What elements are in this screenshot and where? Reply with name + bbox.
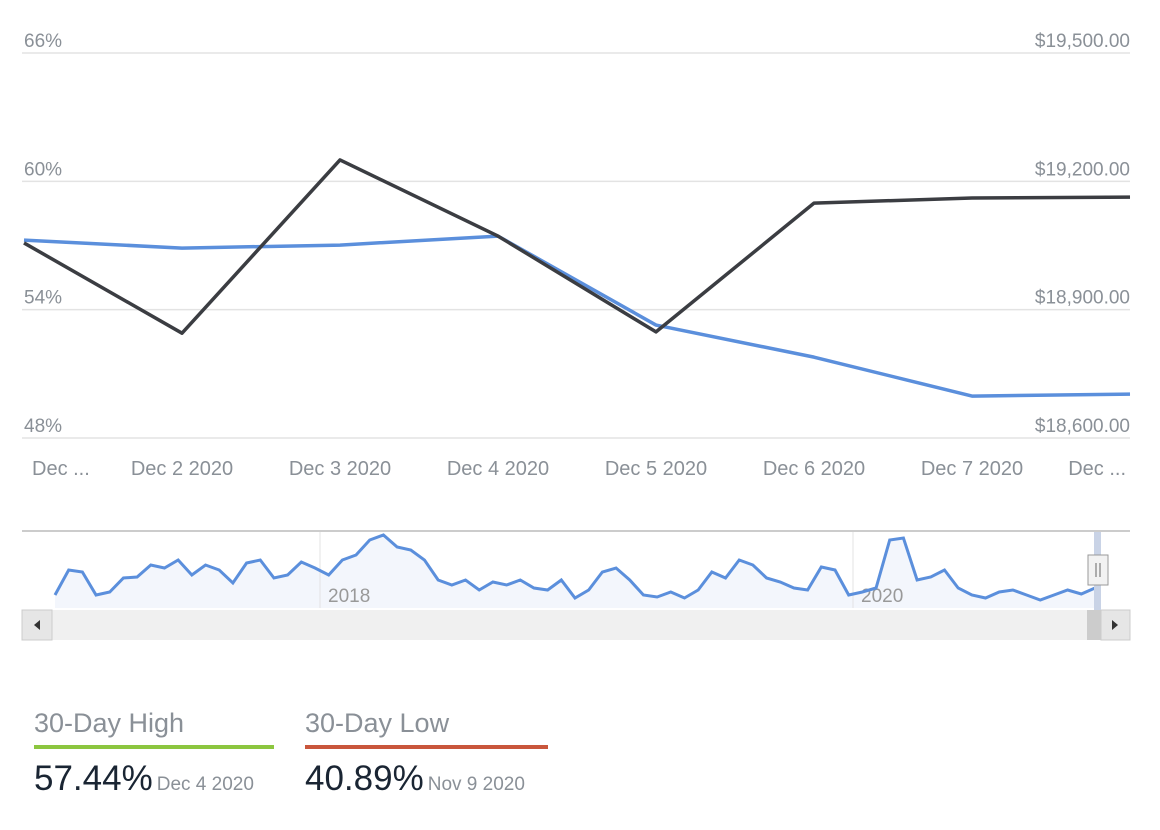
arrow-right-icon <box>1112 620 1118 630</box>
navigator-handle[interactable] <box>1087 554 1109 586</box>
stat-low-bar <box>305 745 548 749</box>
x-axis-tick: Dec ... <box>1068 458 1126 480</box>
right-axis-tick: $18,600.00 <box>1035 416 1130 437</box>
stat-30-day-low: 30-Day Low 40.89% Nov 9 2020 <box>305 708 548 799</box>
navigator[interactable]: 2018 2020 <box>0 520 1160 650</box>
navigator-year-label: 2020 <box>861 586 903 607</box>
stat-label: 30-Day Low <box>305 708 450 738</box>
stat-date: Dec 4 2020 <box>156 774 254 795</box>
navigator-area <box>55 535 1095 608</box>
stat-30-day-high: 30-Day High 57.44% Dec 4 2020 <box>34 708 274 799</box>
stat-value: 57.44% <box>34 759 153 798</box>
x-axis-tick: Dec 2 2020 <box>131 458 233 480</box>
scrollbar-track[interactable] <box>22 610 1130 640</box>
scrollbar-thumb[interactable] <box>1087 610 1101 640</box>
left-axis-tick: 48% <box>24 416 62 437</box>
right-axis-tick: $19,500.00 <box>1035 31 1130 52</box>
stat-label: 30-Day High <box>34 708 185 738</box>
navigator-series <box>53 533 1096 602</box>
x-axis-tick: Dec 5 2020 <box>605 458 707 480</box>
main-chart: 66% $19,500.00 60% $19,200.00 54% $18,900.00 4… <box>22 31 1131 480</box>
series-line-percent[interactable] <box>23 234 1131 398</box>
stat-date: Nov 9 2020 <box>427 774 525 795</box>
x-axis-tick: Dec 3 2020 <box>289 458 391 480</box>
right-axis-tick: $19,200.00 <box>1035 159 1130 180</box>
right-axis-tick: $18,900.00 <box>1035 288 1130 309</box>
stat-high-bar <box>34 745 274 749</box>
left-axis-tick: 54% <box>24 288 62 309</box>
navigator-year-label: 2018 <box>328 586 370 607</box>
left-axis-tick: 66% <box>24 31 62 52</box>
left-axis-tick: 60% <box>24 159 62 180</box>
x-axis-tick: Dec 6 2020 <box>763 458 865 480</box>
arrow-left-icon <box>34 620 40 630</box>
x-axis-tick: Dec ... <box>32 458 90 480</box>
stat-value: 40.89% <box>305 759 424 798</box>
x-axis-tick: Dec 4 2020 <box>447 458 549 480</box>
x-axis-tick: Dec 7 2020 <box>921 458 1023 480</box>
series-line-price[interactable] <box>23 158 1131 335</box>
